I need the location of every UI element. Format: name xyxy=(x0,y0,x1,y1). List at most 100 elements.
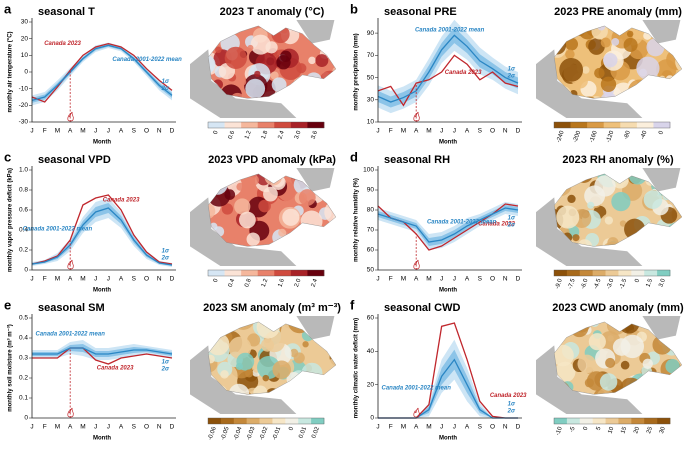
y-tick-label: -10 xyxy=(19,85,29,92)
anomaly-patch xyxy=(293,352,305,364)
anomaly-patch xyxy=(188,40,196,48)
anomaly-patch xyxy=(597,25,606,31)
x-tick-label: A xyxy=(465,128,470,135)
chart-title: seasonal SM xyxy=(38,302,105,314)
anomaly-patch xyxy=(271,77,287,93)
colorbar-segment xyxy=(290,270,308,276)
anomaly-patch xyxy=(208,54,216,75)
panel-letter: b xyxy=(350,1,358,16)
series-label: Canada 2001-2022 mean xyxy=(35,332,105,338)
anomaly-patch xyxy=(198,30,207,39)
anomaly-patch xyxy=(680,33,682,42)
anomaly-patch xyxy=(318,106,331,119)
sd-band xyxy=(32,344,172,357)
series-label: Canada 2023 xyxy=(44,41,81,47)
y-tick-label: 30 xyxy=(21,19,29,26)
anomaly-patch xyxy=(644,82,663,99)
colorbar-segment xyxy=(657,418,671,424)
series-label: Canada 2001-2022 mean xyxy=(23,227,93,233)
anomaly-patch xyxy=(236,25,244,27)
x-tick-label: M xyxy=(401,424,406,431)
x-tick-label: A xyxy=(414,128,419,135)
anomaly-patch xyxy=(567,194,576,204)
x-tick-label: M xyxy=(426,424,431,431)
band-label: 2σ xyxy=(161,86,170,92)
y-tick-label: 70 xyxy=(367,52,375,59)
anomaly-patch xyxy=(296,48,304,55)
colorbar-segment xyxy=(644,418,658,424)
y-axis-label: monthly soil moisture (m³ m⁻³) xyxy=(7,324,14,412)
anomaly-patch xyxy=(665,359,680,374)
anomaly-patch xyxy=(533,326,546,339)
anomaly-patch xyxy=(215,46,222,54)
colorbar-label: 0 xyxy=(583,426,590,432)
anomaly-patch xyxy=(665,75,675,84)
panel-letter: d xyxy=(350,149,358,164)
anomaly-patch xyxy=(620,360,630,370)
map-title: 2023 RH anomaly (%) xyxy=(562,154,674,166)
anomaly-patch xyxy=(308,226,326,244)
x-tick-label: O xyxy=(490,424,495,431)
colorbar-frame xyxy=(207,269,325,277)
x-tick-label: J xyxy=(453,276,456,283)
anomaly-patch xyxy=(258,199,271,213)
anomaly-patch xyxy=(651,381,661,392)
colorbar-label: -120 xyxy=(606,130,616,144)
anomaly-patch xyxy=(577,354,597,374)
greenland xyxy=(642,20,681,44)
colorbar-label: 1.2 xyxy=(244,130,253,141)
colorbar-segment xyxy=(241,270,259,276)
anomaly-patch xyxy=(678,102,688,112)
anomaly-patch xyxy=(640,82,648,90)
y-tick-label: 0.2 xyxy=(19,247,28,254)
anomaly-patch xyxy=(556,205,580,229)
chart-title: seasonal RH xyxy=(384,154,450,166)
colorbar-label: 0.4 xyxy=(228,278,237,289)
anomaly-patch xyxy=(301,229,325,247)
colorbar-segment xyxy=(208,122,225,128)
anomaly-patch xyxy=(319,79,332,93)
colorbar-label: -0.01 xyxy=(272,426,283,442)
colorbar-label: -3.0 xyxy=(606,278,615,290)
anomaly-patch xyxy=(221,203,234,215)
colorbar-label: 0 xyxy=(288,426,295,432)
x-tick-label: D xyxy=(170,276,175,283)
colorbar-label: 3.0 xyxy=(658,278,667,289)
x-tick-label: M xyxy=(80,276,85,283)
colorbar-segment xyxy=(274,270,292,276)
anomaly-patch xyxy=(636,389,659,395)
y-tick-label: 1.0 xyxy=(19,167,28,174)
x-axis-label: Month xyxy=(439,288,457,294)
colorbar-segment xyxy=(605,270,619,276)
anomaly-patch xyxy=(270,71,279,80)
anomaly-patch xyxy=(590,321,599,327)
anomaly-patch xyxy=(319,70,336,91)
colorbar-segment xyxy=(605,418,619,424)
colorbar-segment xyxy=(653,122,671,128)
y-tick-label: 50 xyxy=(367,74,375,81)
colorbar-label: -9.0 xyxy=(555,278,564,290)
colorbar-segment xyxy=(246,418,260,424)
colorbar-segment xyxy=(233,418,247,424)
anomaly-patch xyxy=(308,56,316,65)
anomaly-patch xyxy=(333,192,336,200)
x-axis-label: Month xyxy=(93,436,111,442)
anomaly-patch xyxy=(221,236,242,247)
x-tick-label: A xyxy=(414,276,419,283)
colorbar-segment xyxy=(631,270,645,276)
land xyxy=(190,345,297,414)
x-tick-label: F xyxy=(389,424,393,431)
band-label: 1σ xyxy=(162,79,170,85)
x-tick-label: M xyxy=(55,424,60,431)
y-tick-label: 70 xyxy=(367,227,375,234)
x-tick-label: M xyxy=(426,276,431,283)
colorbar-frame xyxy=(207,121,325,129)
map-title: 2023 CWD anomaly (mm) xyxy=(552,302,684,314)
colorbar-label: -0.05 xyxy=(220,426,231,442)
anomaly-patch xyxy=(331,223,336,241)
anomaly-patch xyxy=(680,196,682,204)
anomaly-patch xyxy=(272,360,291,379)
y-axis-label: monthly precipitation (mm) xyxy=(354,33,360,110)
x-tick-label: J xyxy=(94,424,97,431)
x-tick-label: O xyxy=(490,128,495,135)
